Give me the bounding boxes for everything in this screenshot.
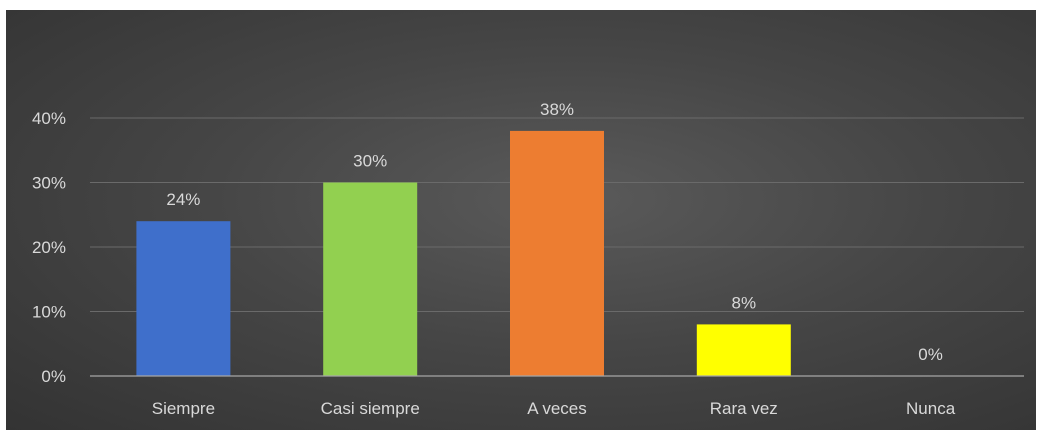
data-label: 24% [166,190,200,209]
y-axis-tick-labels: 0% 10% 20% 30% 40% [32,109,66,386]
x-axis-tick-labels: Siempre Casi siempre A veces Rara vez Nunca [152,399,956,418]
x-tick-label: Nunca [906,399,956,418]
x-tick-label: Rara vez [710,399,778,418]
x-tick-label: Siempre [152,399,215,418]
y-tick-label: 40% [32,109,66,128]
data-label: 8% [732,293,757,312]
data-label: 30% [353,152,387,171]
y-tick-label: 20% [32,238,66,257]
data-label: 0% [918,345,943,364]
data-labels: 24% 30% 38% 8% 0% [166,100,943,364]
bars [136,130,791,376]
bar-siempre [136,221,231,376]
bar-a-veces [510,130,604,376]
x-tick-label: Casi siempre [321,399,420,418]
bar-chart: 0% 10% 20% 30% 40% Siempre Casi siempre A vece… [32,100,1024,418]
y-tick-label: 0% [41,367,66,386]
x-tick-label: A veces [527,399,587,418]
chart-area: 0% 10% 20% 30% 40% Siempre Casi siempre A vece… [6,10,1036,430]
y-tick-label: 30% [32,174,66,193]
data-label: 38% [540,100,574,119]
bar-rara-vez [696,324,791,376]
y-tick-label: 10% [32,303,66,322]
bar-casi-siempre [323,182,418,376]
